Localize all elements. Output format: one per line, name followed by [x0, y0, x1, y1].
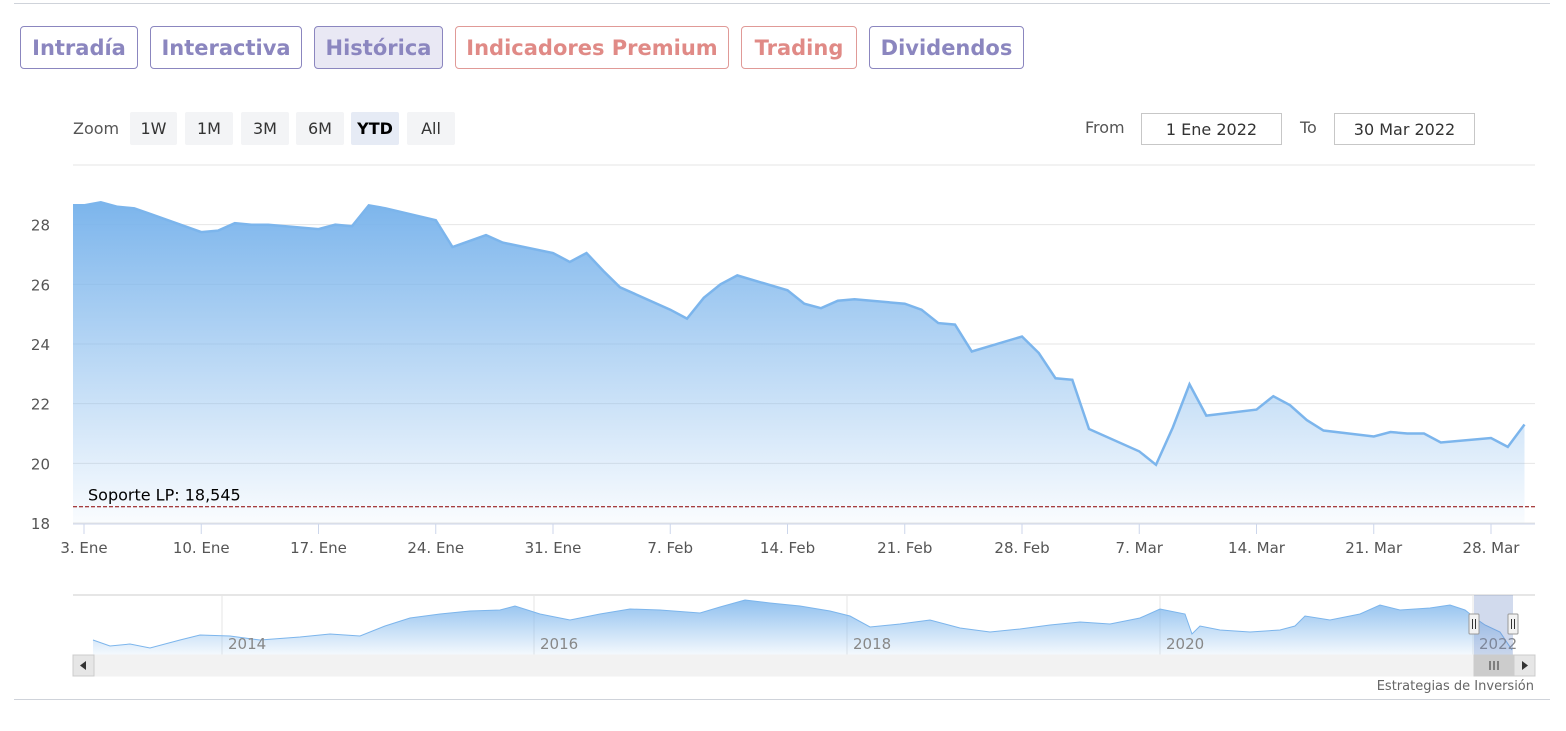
x-tick-label: 14. Mar — [1228, 539, 1286, 557]
y-tick-label: 28 — [31, 217, 50, 235]
support-label: Soporte LP: 18,545 — [88, 486, 241, 505]
x-tick-label: 24. Ene — [407, 539, 464, 557]
tab-intradia[interactable]: Intradía — [20, 26, 138, 69]
tab-interactiva[interactable]: Interactiva — [150, 26, 302, 69]
navigator-area — [93, 600, 1512, 655]
to-label: To — [1300, 118, 1317, 137]
credit-text: Estrategias de Inversión — [1376, 679, 1534, 694]
scroll-left-button[interactable] — [72, 654, 95, 677]
y-axis: 18 20 22 24 26 28 — [31, 217, 50, 533]
x-tick-label: 28. Feb — [994, 539, 1049, 557]
to-date-input[interactable]: 30 Mar 2022 — [1334, 113, 1475, 145]
x-tick-label: 21. Mar — [1345, 539, 1403, 557]
scroll-right-button[interactable] — [1513, 654, 1536, 677]
zoom-ytd-button[interactable]: YTD — [351, 112, 399, 145]
zoom-1m-button[interactable]: 1M — [185, 112, 233, 145]
zoom-3m-button[interactable]: 3M — [241, 112, 289, 145]
series-area-fill — [73, 202, 1525, 524]
scrollbar-track[interactable] — [72, 654, 1536, 677]
navigator[interactable]: 2014 2016 2018 2020 2022 — [73, 594, 1535, 655]
x-tick-label: 28. Mar — [1463, 539, 1521, 557]
scrollbar[interactable] — [72, 654, 1536, 677]
tab-indicadores-premium[interactable]: Indicadores Premium — [455, 26, 729, 69]
y-tick-label: 26 — [31, 276, 50, 294]
y-tick-label: 18 — [31, 515, 50, 533]
y-tick-label: 20 — [31, 455, 50, 473]
tab-trading[interactable]: Trading — [741, 26, 857, 69]
zoom-6m-button[interactable]: 6M — [296, 112, 344, 145]
from-label: From — [1085, 118, 1125, 137]
arrow-right-icon — [1522, 661, 1528, 670]
navigator-year-label: 2016 — [540, 635, 578, 653]
series-line — [73, 201, 1526, 467]
top-divider — [14, 3, 1550, 4]
navigator-year-label: 2020 — [1166, 635, 1204, 653]
navigator-handle-right[interactable] — [1507, 613, 1519, 635]
tab-dividendos[interactable]: Dividendos — [869, 26, 1024, 69]
y-tick-label: 22 — [31, 396, 50, 414]
x-tick-label: 21. Feb — [877, 539, 932, 557]
navigator-year-label: 2022 — [1479, 635, 1517, 653]
from-date-input[interactable]: 1 Ene 2022 — [1141, 113, 1282, 145]
x-tick-label: 17. Ene — [290, 539, 347, 557]
series-area — [73, 201, 1526, 524]
scrollbar-thumb[interactable] — [1473, 654, 1515, 677]
navigator-year-label: 2014 — [228, 635, 266, 653]
y-tick-label: 24 — [31, 336, 50, 354]
tab-historica[interactable]: Histórica — [314, 26, 443, 69]
navigator-line — [92, 599, 1513, 651]
x-tick-label: 3. Ene — [60, 539, 107, 557]
x-tick-label: 31. Ene — [525, 539, 582, 557]
support-line-group: Soporte LP: 18,545 — [73, 486, 1535, 508]
zoom-all-button[interactable]: All — [407, 112, 455, 145]
zoom-1w-button[interactable]: 1W — [130, 112, 177, 145]
x-tick-label: 14. Feb — [760, 539, 815, 557]
zoom-label: Zoom — [73, 119, 120, 138]
navigator-selection[interactable] — [1474, 595, 1513, 655]
navigator-handle-left[interactable] — [1468, 613, 1480, 635]
x-axis: 3. Ene 10. Ene 17. Ene 24. Ene 31. Ene 7. Feb… — [60, 523, 1535, 557]
x-tick-label: 7. Mar — [1116, 539, 1164, 557]
x-tick-label: 7. Feb — [647, 539, 693, 557]
navigator-year-label: 2018 — [853, 635, 891, 653]
x-tick-label: 10. Ene — [173, 539, 230, 557]
arrow-left-icon — [80, 661, 86, 670]
bottom-divider — [14, 699, 1550, 700]
